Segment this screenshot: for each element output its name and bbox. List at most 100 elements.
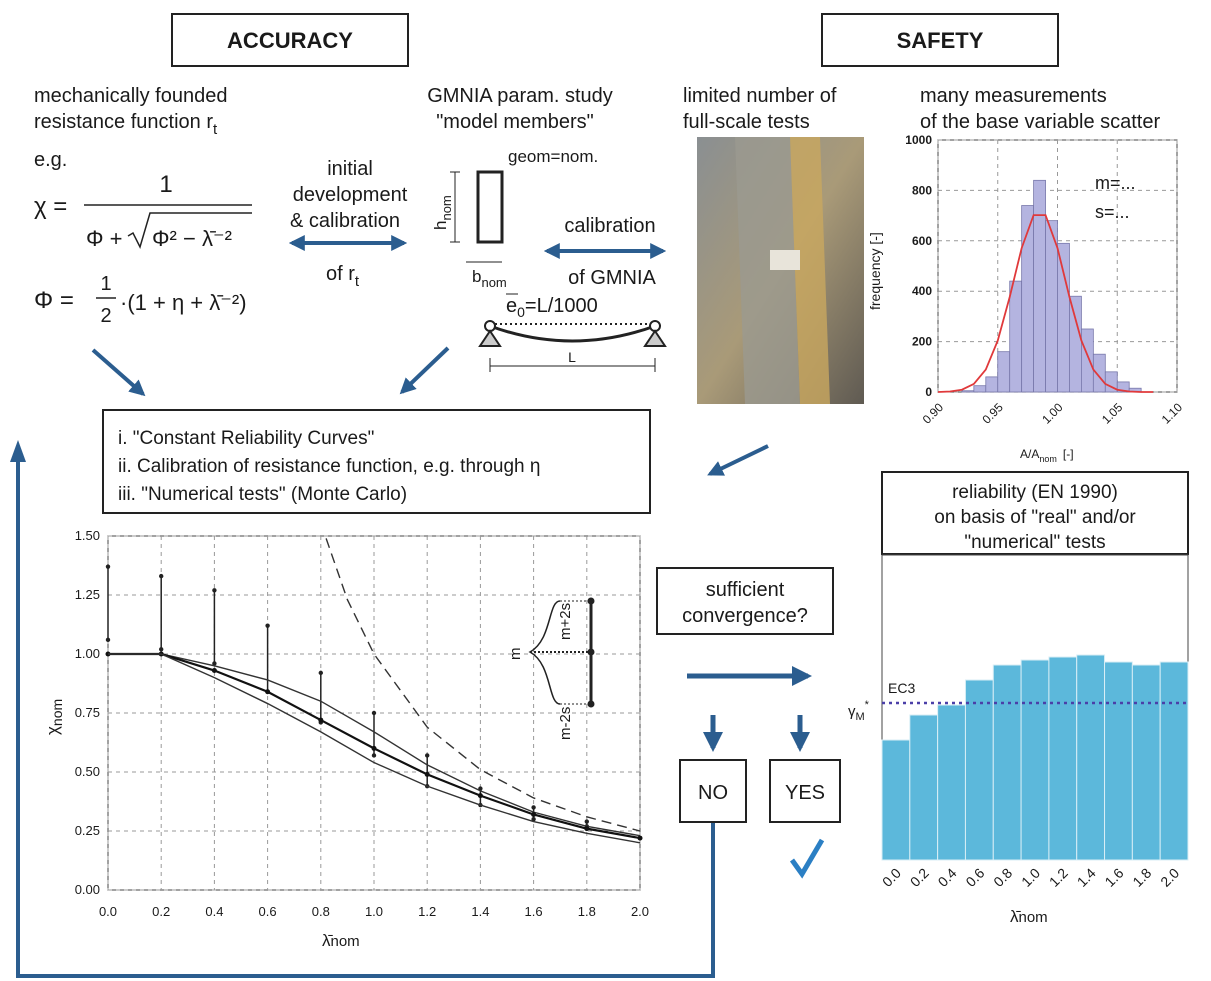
histogram-bar — [986, 377, 998, 392]
bar — [993, 665, 1021, 860]
x-tick-label: 0.4 — [205, 904, 223, 919]
x-axis-label: λ̄nom — [322, 931, 360, 950]
x-tick-label: 0.6 — [259, 904, 277, 919]
error-bar-end — [319, 671, 323, 675]
curve-marker — [584, 826, 589, 831]
x-axis-label: A/A — [1020, 447, 1039, 461]
formula: Φ² − λ̄⁻² — [152, 226, 232, 251]
label: of GMNIA — [568, 267, 656, 289]
curve-marker — [425, 772, 430, 777]
label: =L/1000 — [525, 295, 598, 317]
arrow — [710, 446, 768, 474]
bar — [1021, 660, 1049, 860]
formula: 2 — [100, 305, 111, 327]
label: mechanically founded — [34, 85, 227, 107]
y-tick-label: 1.25 — [75, 587, 100, 602]
label: initial — [327, 158, 373, 180]
label: b — [472, 267, 481, 286]
inset-label: m-2s — [557, 707, 574, 740]
error-bar-end — [265, 623, 269, 627]
beam — [490, 326, 655, 341]
curve-marker — [372, 746, 377, 751]
photo-detail — [735, 137, 800, 404]
photo-detail — [770, 250, 800, 270]
annotation: m=... — [1095, 173, 1136, 193]
y-tick-label: 0.50 — [75, 764, 100, 779]
step: iii. "Numerical tests" (Monte Carlo) — [118, 484, 407, 505]
histogram-bar — [1010, 281, 1022, 392]
annotation: s=... — [1095, 202, 1130, 222]
x-tick-label: 0.0 — [99, 904, 117, 919]
bar — [1160, 662, 1188, 860]
inset-dot — [588, 598, 595, 605]
formula: Φ + — [86, 226, 123, 251]
curve-marker — [212, 668, 217, 673]
y-tick-label: 0.25 — [75, 823, 100, 838]
label: calibration — [564, 215, 655, 237]
bar — [1077, 655, 1105, 860]
label: hnom — [431, 195, 454, 230]
inset-label: m+2s — [557, 603, 574, 640]
check-mark — [792, 840, 822, 874]
subscript: nom — [331, 933, 360, 950]
chart-title: "numerical" tests — [964, 532, 1105, 553]
x-tick-label: 1.00 — [1039, 400, 1066, 427]
label: resistance function r — [34, 111, 213, 133]
label: of the base variable scatter — [920, 111, 1160, 133]
x-tick-label: 1.2 — [1046, 865, 1071, 890]
y-tick-label: 1.00 — [75, 646, 100, 661]
y-axis-label: γM* — [848, 699, 870, 723]
label: sufficient — [706, 579, 785, 601]
label: e — [506, 295, 517, 317]
label: many measurements — [920, 85, 1107, 107]
error-bar-end — [372, 711, 376, 715]
x-tick-label: 1.8 — [578, 904, 596, 919]
step: ii. Calibration of resistance function, … — [118, 456, 540, 477]
chart-title: reliability (EN 1990) — [952, 482, 1118, 503]
x-tick-label: 1.05 — [1099, 400, 1126, 427]
label: h — [431, 221, 450, 230]
x-tick-label: 1.2 — [418, 904, 436, 919]
label: resistance function rt — [34, 111, 218, 138]
histogram-bar — [998, 352, 1010, 392]
header: ACCURACY — [227, 28, 353, 53]
arrow — [93, 350, 143, 394]
x-tick-label: 0.8 — [990, 865, 1015, 890]
x-axis-label: A/Anom [-] — [1020, 447, 1074, 464]
label: GMNIA param. study — [427, 85, 613, 107]
y-tick-label: 1.50 — [75, 528, 100, 543]
x-tick-label: 1.0 — [1018, 865, 1043, 890]
label: of rt — [326, 263, 360, 290]
x-tick-label: 2.0 — [631, 904, 649, 919]
cross-section — [478, 172, 502, 242]
error-bar-end — [585, 819, 589, 823]
histogram-bar — [1058, 243, 1070, 392]
x-tick-label: 1.0 — [365, 904, 383, 919]
subscript: nom — [1039, 454, 1057, 464]
label: of r — [326, 263, 355, 285]
formula: 1 — [100, 273, 111, 295]
x-tick-label: 1.4 — [1074, 865, 1099, 890]
subscript: nom — [481, 275, 506, 290]
curve-marker — [638, 836, 643, 841]
diagram: ACCURACY SAFETY mechanically founded res… — [0, 0, 1211, 981]
label: geom=nom. — [508, 147, 598, 166]
step: i. "Constant Reliability Curves" — [118, 428, 374, 449]
inset-dot — [588, 701, 595, 708]
x-axis-unit: [-] — [1063, 447, 1074, 461]
label: "model members" — [436, 111, 594, 133]
formula: ·(1 + η + λ̄⁻²) — [120, 290, 247, 315]
error-bar-end — [425, 753, 429, 757]
subscript: nom — [439, 195, 454, 220]
bar — [965, 680, 993, 860]
bar — [1105, 662, 1133, 860]
error-bar-end — [159, 647, 163, 651]
x-tick-label: 0.4 — [935, 865, 960, 890]
error-bar-end — [159, 574, 163, 578]
subscript: t — [355, 273, 360, 290]
label: convergence? — [682, 605, 808, 627]
error-bar-end — [372, 753, 376, 757]
label: L — [568, 349, 576, 365]
y-tick-label: 800 — [912, 183, 932, 197]
curve-marker — [265, 689, 270, 694]
